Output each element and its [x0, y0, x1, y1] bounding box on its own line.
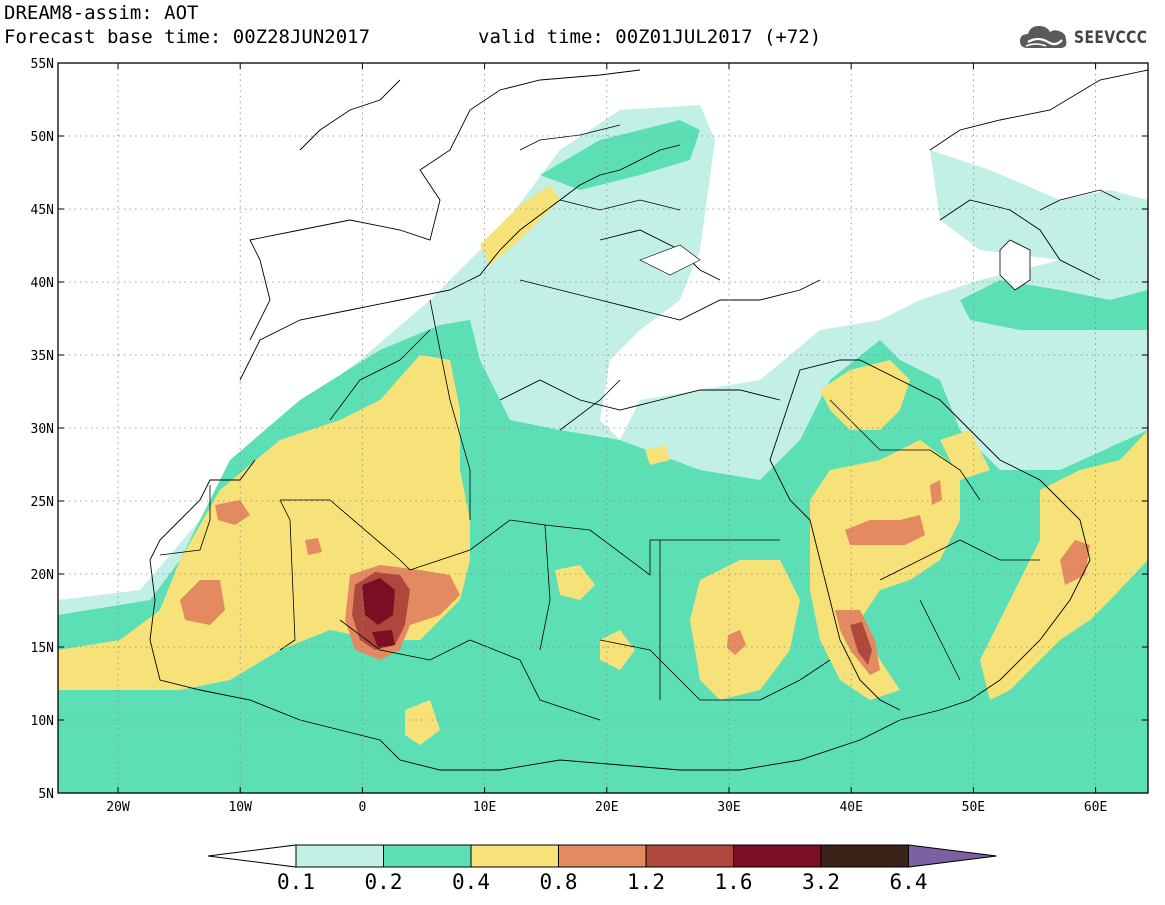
lat-label: 5N	[38, 787, 54, 802]
lat-label: 15N	[31, 641, 54, 656]
colorbar-level-label: 0.2	[365, 870, 403, 894]
country-borders	[159, 124, 1121, 721]
colorbar-level-label: 0.8	[540, 870, 578, 894]
logo-text: SEEVCCC	[1074, 28, 1148, 48]
valid-time: valid time: 00Z01JUL2017 (+72)	[478, 26, 822, 48]
colorbar-level-label: 6.4	[890, 870, 928, 894]
grid-lines	[58, 63, 1148, 793]
lon-label: 10E	[473, 800, 496, 815]
lat-label: 35N	[31, 349, 54, 364]
map-title: DREAM8-assim: AOT	[4, 2, 199, 24]
cloud-icon	[1020, 26, 1067, 48]
longitude-axis: 20W 10W 0 10E 20E 30E 40E 50E 60E	[106, 63, 1107, 815]
forecast-base-time: Forecast base time: 00Z28JUN2017	[4, 26, 371, 48]
caspian-sea	[999, 239, 1031, 291]
lat-label: 30N	[31, 422, 54, 437]
colorbar-min-arrow	[207, 844, 297, 868]
colorbar-segment	[820, 844, 909, 868]
colorbar-segment	[470, 844, 559, 868]
colorbar	[207, 844, 997, 868]
lat-label: 25N	[31, 495, 54, 510]
colorbar-level-label: 3.2	[802, 870, 840, 894]
lon-label: 20E	[595, 800, 618, 815]
lon-label: 20W	[106, 800, 130, 815]
lon-label: 50E	[962, 800, 985, 815]
latitude-axis: 55N 50N 45N 40N 35N 30N 25N 20N 15N 10N 5N	[31, 57, 1148, 802]
colorbar-segment	[733, 844, 822, 868]
lon-label: 30E	[717, 800, 740, 815]
aot-field	[58, 69, 1148, 793]
aegean-region	[639, 244, 701, 276]
colorbar-level-label: 1.2	[627, 870, 665, 894]
lon-label: 10W	[228, 800, 252, 815]
colorbar-level-label: 0.4	[452, 870, 490, 894]
colorbar-level-label: 1.6	[715, 870, 753, 894]
colorbar-segment	[383, 844, 472, 868]
seevccc-logo: SEEVCCC	[1018, 18, 1164, 58]
colorbar-level-label: 0.1	[277, 870, 315, 894]
lat-label: 45N	[31, 203, 54, 218]
aot-band-1.6-3.2	[362, 578, 395, 648]
lat-label: 10N	[31, 714, 54, 729]
lon-label: 0	[358, 800, 366, 815]
lat-label: 20N	[31, 568, 54, 583]
colorbar-max-arrow	[908, 844, 997, 868]
lat-label: 40N	[31, 276, 54, 291]
colorbar-segment	[645, 844, 734, 868]
lat-label: 55N	[31, 57, 54, 72]
coastlines	[149, 69, 1148, 771]
lon-label: 60E	[1084, 800, 1107, 815]
lat-label: 50N	[31, 130, 54, 145]
lon-label: 40E	[839, 800, 862, 815]
colorbar-segment	[295, 844, 384, 868]
colorbar-labels: 0.1 0.2 0.4 0.8 1.2 1.6 3.2 6.4	[277, 870, 927, 894]
colorbar-segment	[558, 844, 647, 868]
